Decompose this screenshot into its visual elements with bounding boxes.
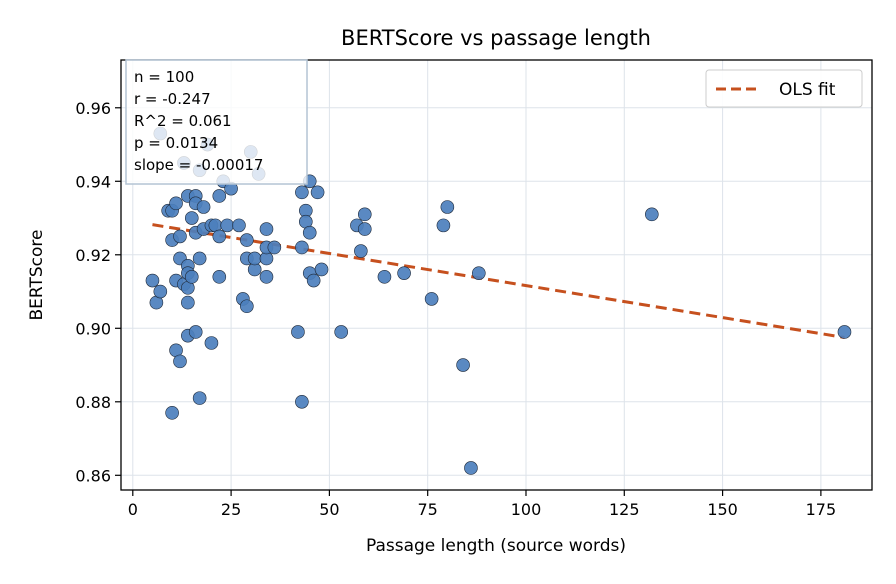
y-axis-title: BERTScore xyxy=(27,230,47,321)
x-tick-label: 50 xyxy=(319,500,339,519)
data-point xyxy=(334,325,348,339)
data-point xyxy=(188,325,203,339)
data-point xyxy=(295,394,309,409)
data-point xyxy=(302,225,317,240)
y-tick-label: 0.94 xyxy=(75,172,111,191)
data-point xyxy=(295,240,309,255)
x-tick-label: 0 xyxy=(128,500,138,519)
y-axis-ticks: 0.86 0.88 0.90 0.92 0.94 0.96 xyxy=(75,99,121,485)
data-point xyxy=(232,218,246,233)
data-point xyxy=(267,240,282,255)
y-tick-label: 0.90 xyxy=(75,319,111,338)
stats-r2: R^2 = 0.061 xyxy=(134,112,232,130)
data-point xyxy=(397,266,411,280)
x-tick-label: 175 xyxy=(806,500,837,519)
data-point xyxy=(181,295,195,310)
data-point xyxy=(259,222,274,236)
data-point xyxy=(310,185,325,200)
data-point xyxy=(424,292,439,306)
data-point xyxy=(184,211,199,225)
chart-title: BERTScore vs passage length xyxy=(341,26,651,50)
x-tick-label: 150 xyxy=(707,500,738,519)
data-point xyxy=(357,222,372,236)
data-point xyxy=(204,336,219,350)
grid-lines xyxy=(121,60,872,490)
data-point xyxy=(212,189,227,203)
data-point xyxy=(173,354,187,369)
stats-box-frame xyxy=(125,59,308,185)
data-point xyxy=(645,207,659,222)
x-tick-label: 100 xyxy=(511,500,542,519)
data-point xyxy=(212,229,227,244)
stats-p: p = 0.0134 xyxy=(134,134,218,152)
data-point xyxy=(314,262,329,277)
y-tick-label: 0.86 xyxy=(75,466,111,485)
data-point xyxy=(153,284,168,299)
data-point xyxy=(295,185,309,200)
data-point xyxy=(436,218,451,233)
stats-slope: slope = -0.00017 xyxy=(134,156,263,174)
data-point xyxy=(192,391,207,405)
data-point xyxy=(377,270,392,284)
fit-line-group xyxy=(152,223,845,339)
data-point xyxy=(184,270,199,284)
data-point xyxy=(145,273,160,288)
data-point xyxy=(464,461,478,475)
data-point xyxy=(196,200,211,214)
data-point xyxy=(173,229,187,244)
x-tick-label: 125 xyxy=(609,500,640,519)
data-point xyxy=(212,270,227,284)
x-axis-title: Passage length (source words) xyxy=(366,536,626,556)
y-tick-label: 0.92 xyxy=(75,246,111,265)
data-point xyxy=(440,200,455,214)
y-tick-label: 0.88 xyxy=(75,393,111,412)
data-point xyxy=(240,233,254,247)
data-point xyxy=(357,207,372,222)
ols-fit-line xyxy=(152,223,845,339)
data-point xyxy=(291,325,305,339)
data-point xyxy=(220,218,234,233)
data-point xyxy=(247,251,262,266)
x-tick-label: 75 xyxy=(418,500,438,519)
data-point xyxy=(192,251,207,266)
data-point xyxy=(259,270,274,284)
data-point xyxy=(472,266,486,280)
legend-frame xyxy=(705,69,863,108)
data-point xyxy=(240,299,254,314)
data-point xyxy=(165,406,179,420)
stats-box: n = 100 r = -0.247 R^2 = 0.061 p = 0.013… xyxy=(125,59,308,185)
x-tick-label: 25 xyxy=(221,500,241,519)
y-tick-label: 0.96 xyxy=(75,99,111,118)
x-axis-ticks: 0 25 50 75 100 125 150 175 xyxy=(128,490,836,519)
legend-label-ols-fit: OLS fit xyxy=(779,80,836,100)
data-point xyxy=(456,358,470,372)
stats-n: n = 100 xyxy=(134,68,194,86)
data-point xyxy=(306,273,321,288)
data-point xyxy=(169,196,183,211)
plot-frame xyxy=(120,59,873,491)
stats-r: r = -0.247 xyxy=(134,90,211,108)
data-point xyxy=(354,244,368,258)
data-point xyxy=(837,325,852,339)
legend: OLS fit xyxy=(705,69,863,108)
